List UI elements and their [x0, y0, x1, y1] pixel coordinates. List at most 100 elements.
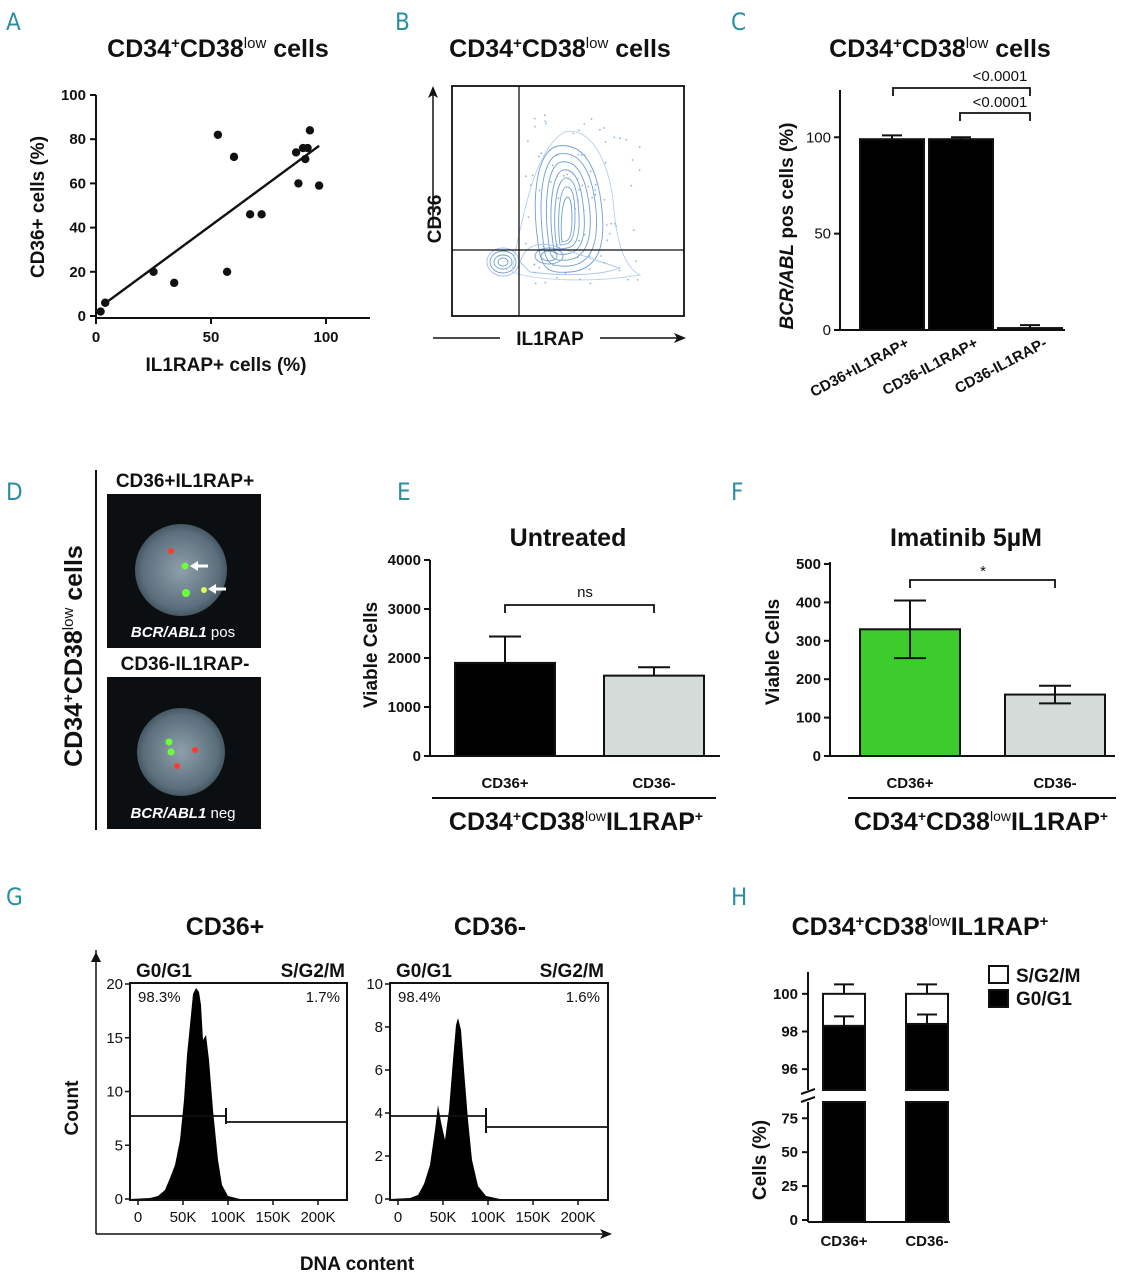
- y-tick-label: 20: [69, 264, 86, 281]
- y-tick-label: 98: [781, 1024, 798, 1041]
- significance-bracket: [504, 604, 655, 613]
- flow-event-dot: [632, 229, 635, 232]
- panel-letter-e: E: [397, 478, 411, 506]
- x-axis-label: IL1RAP: [516, 329, 584, 350]
- y-axis-label: BCR/ABL pos cells (%): [777, 123, 798, 330]
- y-tick-label: 0: [115, 1191, 123, 1208]
- gate-label-right: S/G2/M: [540, 961, 604, 982]
- bar: [997, 327, 1063, 331]
- legend: S/G2/M G0/G1: [988, 965, 1080, 1010]
- flow-event-dot: [578, 239, 581, 242]
- arrow-icon: [190, 561, 198, 571]
- y-tick-label: 96: [781, 1061, 798, 1078]
- category-labels: CD36+ CD36-: [481, 775, 675, 792]
- flow-event-dot: [558, 246, 560, 249]
- x-tick-label: 150K: [255, 1209, 290, 1226]
- flow-event-dot: [555, 154, 558, 157]
- red-signal: [192, 747, 198, 753]
- y-tick-label: 0: [78, 308, 86, 325]
- significance-bracket: [909, 579, 1056, 588]
- bar-segment-g0g1-lower: [822, 1101, 866, 1223]
- fish-image-positive: BCR/ABL1 pos: [107, 494, 261, 648]
- flow-event-dot: [562, 174, 565, 177]
- histogram-2: G0/G1 S/G2/M 98.4% 1.6% 0 2 4 6 8 10 0 50K 100K…: [366, 961, 609, 1226]
- flow-event-dot: [574, 207, 577, 210]
- y-tick-label: 10: [366, 976, 383, 993]
- scatter-point: [245, 210, 255, 219]
- sg2m-percent: 1.6%: [566, 989, 600, 1006]
- flow-event-dot: [572, 132, 575, 135]
- y-tick-labels: 0 100 200 300 400 500: [796, 556, 830, 765]
- bar: [603, 674, 705, 758]
- flow-event-dot: [551, 255, 554, 258]
- x-tick-label: 100K: [470, 1209, 505, 1226]
- y-axis-label: CD36+ cells (%): [28, 136, 49, 278]
- panel-d: D CD34+CD38low cells CD36+IL1RAP+ BCR/AB…: [6, 470, 261, 830]
- y-tick-label: 0: [823, 322, 831, 339]
- flow-event-dot: [538, 155, 540, 158]
- y-tick-label: 40: [69, 220, 86, 237]
- y-tick-label: 100: [773, 986, 798, 1003]
- flow-event-dot: [578, 188, 580, 191]
- y-axis-label: Viable Cells: [361, 602, 382, 708]
- flow-event-dot: [551, 164, 554, 167]
- y-tick-label: 0: [375, 1191, 383, 1208]
- scatter-point: [294, 179, 303, 188]
- flow-event-dot: [545, 122, 547, 125]
- x-tick-label: 200K: [300, 1209, 335, 1226]
- y-axis-label: CD36: [425, 195, 446, 244]
- x-tick-label: 200K: [560, 1209, 595, 1226]
- flow-event-dot: [636, 279, 639, 281]
- gate-label-right: S/G2/M: [281, 961, 345, 982]
- flow-plot-frame: [451, 85, 685, 317]
- panel-h-title: CD34+CD38lowIL1RAP+: [792, 913, 1049, 941]
- flow-event-dot: [578, 129, 580, 132]
- panel-letter-a: A: [6, 8, 21, 36]
- panel-c: C CD34+CD38low cells 0 50 100 CD36+IL1RAP+…: [731, 8, 1065, 401]
- legend-swatch-g0g1: [988, 989, 1009, 1008]
- flow-event-dot: [543, 114, 546, 117]
- flow-event-dot: [533, 263, 536, 266]
- flow-event-dot: [635, 260, 638, 263]
- flow-event-dot: [589, 170, 592, 173]
- flow-event-dot: [599, 128, 601, 131]
- flow-event-dot: [534, 282, 537, 285]
- fish-caption-neg: BCR/ABL1 neg: [130, 805, 235, 822]
- flow-event-dot: [576, 256, 579, 259]
- x-tick-label: 100K: [210, 1209, 245, 1226]
- p-value-label-1: <0.0001: [973, 68, 1028, 85]
- panel-b: B CD34+CD38low cells IL1RAP: [395, 8, 686, 350]
- bars: [859, 134, 1063, 331]
- flow-event-dot: [556, 244, 559, 247]
- flow-event-dot: [615, 225, 617, 227]
- group-label: CD34+CD38lowIL1RAP+: [854, 808, 1108, 836]
- y-tick-label: 4: [375, 1105, 383, 1122]
- group-label: CD34+CD38lowIL1RAP+: [449, 808, 703, 836]
- flow-event-dot: [606, 239, 609, 242]
- y-tick-labels: 0 50 100: [806, 129, 840, 339]
- flow-event-dot: [549, 181, 552, 183]
- scatter-point: [305, 126, 315, 135]
- scatter-point: [222, 267, 232, 276]
- flow-event-dot: [533, 117, 536, 120]
- y-tick-label: 2000: [388, 650, 421, 667]
- flow-event-dot: [538, 266, 541, 269]
- x-axis-label: DNA content: [300, 1254, 415, 1275]
- flow-event-dot: [588, 255, 591, 258]
- panel-e: E Untreated 0 1000 2000 3000 4000 CD36+ CD36-…: [361, 478, 720, 836]
- g0g1-percent: 98.4%: [398, 989, 441, 1006]
- y-tick-labels: 0 5 10 15 20: [106, 976, 130, 1208]
- scatter-point: [170, 278, 179, 288]
- panel-g: G CD36+ CD36- Count DNA content G0/G1 S/…: [6, 883, 612, 1275]
- legend-swatch-sg2m: [988, 965, 1009, 984]
- y-tick-label: 3000: [388, 601, 421, 618]
- flow-event-dot: [613, 136, 616, 139]
- x-axis-label: IL1RAP+ cells (%): [145, 355, 306, 376]
- x-tick-labels: 0 50K 100K 150K 200K: [134, 1200, 336, 1226]
- flow-event-dot: [583, 233, 586, 236]
- y-tick-label: 4000: [388, 552, 421, 569]
- category-label: CD36+: [886, 775, 933, 792]
- scatter-point: [301, 154, 310, 164]
- flow-event-dot: [588, 268, 591, 270]
- flow-event-dot: [529, 184, 532, 187]
